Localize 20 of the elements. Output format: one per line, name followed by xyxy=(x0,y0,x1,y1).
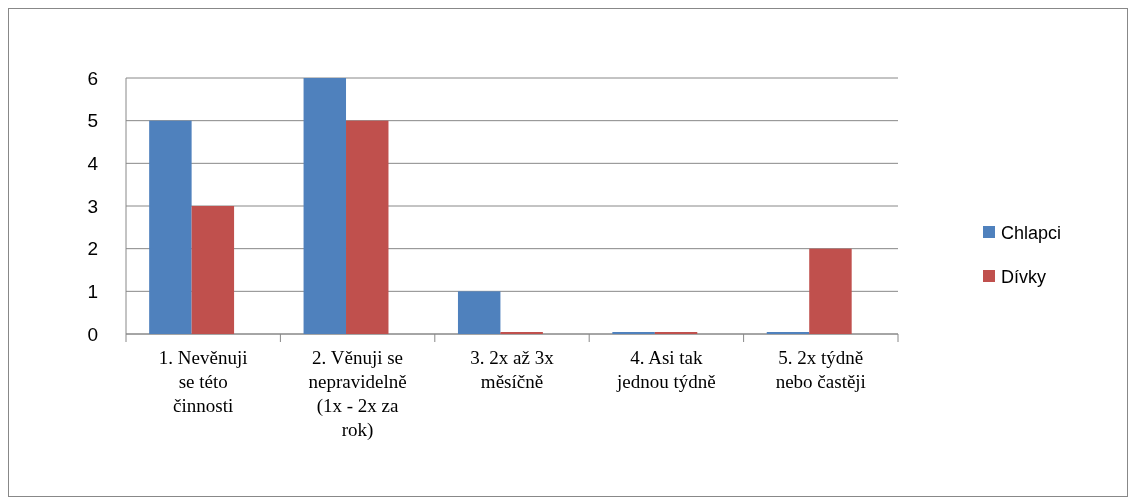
x-tick-label: 2. Věnuji se nepravidelně (1x - 2x za rok) xyxy=(308,347,407,441)
legend-label: Chlapci xyxy=(1001,223,1062,244)
bar xyxy=(191,206,235,334)
x-tick-label: 1. Nevěnuji se této činnosti xyxy=(158,347,248,416)
y-tick-label: 2 xyxy=(87,238,98,260)
y-tick-label: 1 xyxy=(87,280,98,302)
bar xyxy=(149,120,192,334)
y-tick-label: 3 xyxy=(87,195,98,217)
x-tick-label: 4. Asi tak jednou týdně xyxy=(616,347,716,392)
bar xyxy=(346,120,389,334)
x-tick-label: 3. 2x až 3x měsíčně xyxy=(470,347,555,392)
bar xyxy=(303,78,347,334)
bar xyxy=(457,291,501,334)
y-tick-label: 6 xyxy=(87,67,98,89)
bar xyxy=(809,248,852,334)
x-tick-label: 5. 2x týdně nebo častěji xyxy=(775,347,866,392)
legend-label: Dívky xyxy=(1001,267,1046,288)
y-tick-label: 4 xyxy=(87,152,99,174)
y-tick-label: 0 xyxy=(87,323,98,345)
y-tick-label: 5 xyxy=(87,110,98,132)
